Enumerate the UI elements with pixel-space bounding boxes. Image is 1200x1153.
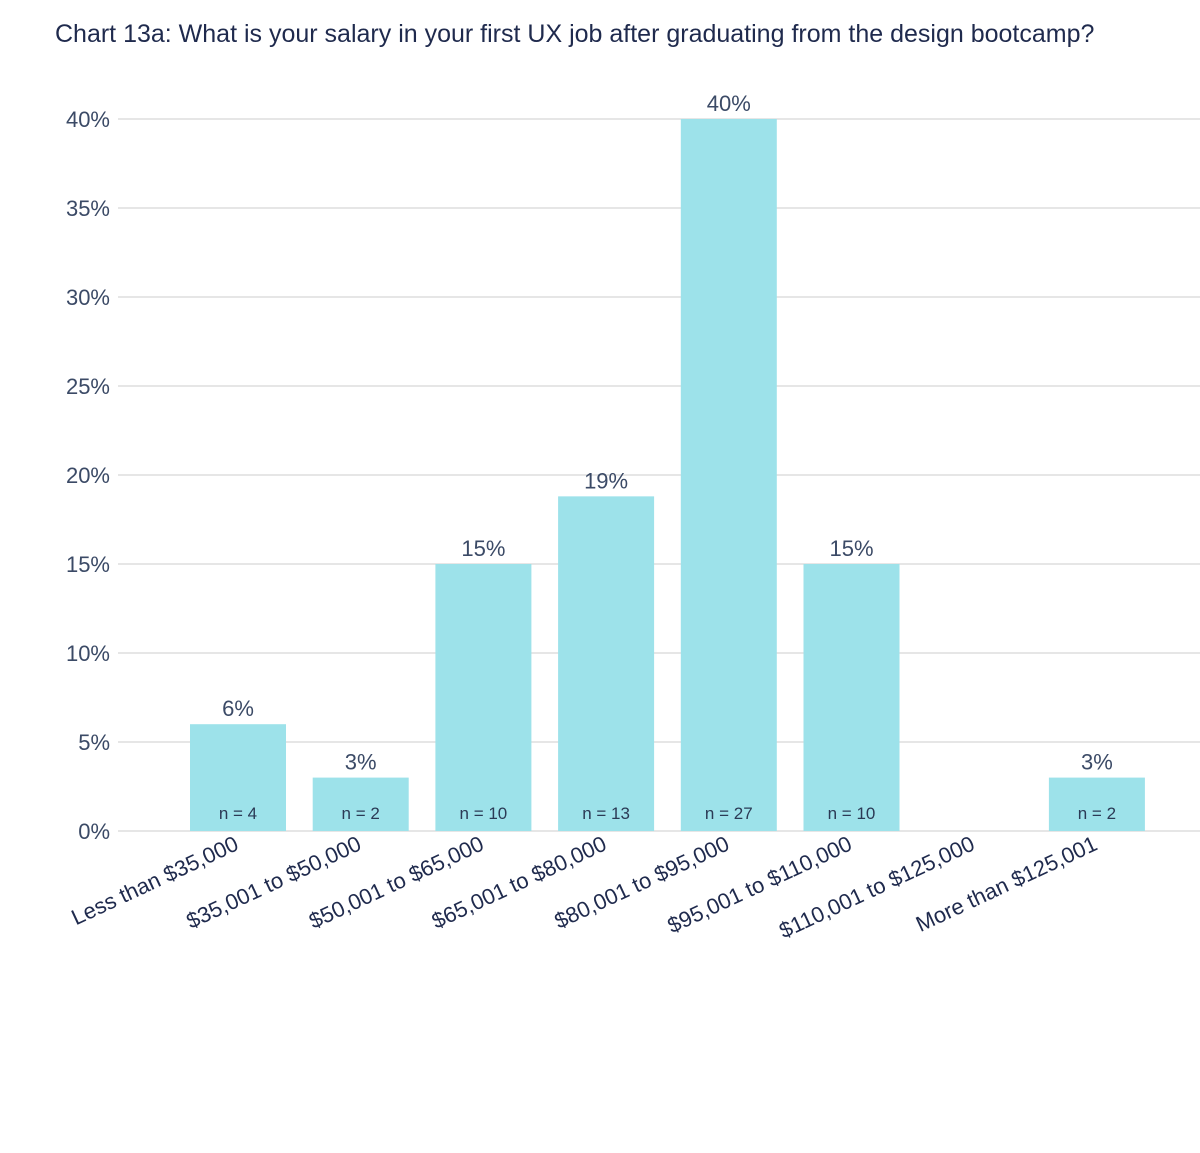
y-tick-label: 20%	[66, 463, 110, 488]
y-tick-label: 35%	[66, 196, 110, 221]
y-tick-label: 40%	[66, 107, 110, 132]
y-tick-label: 5%	[78, 730, 110, 755]
n-label: n = 27	[705, 804, 753, 823]
bar	[558, 496, 655, 831]
n-label: n = 2	[342, 804, 380, 823]
n-labels: n = 4 n = 2 n = 10 n = 13 n = 27 n = 10 n = 2	[219, 804, 1116, 823]
n-label: n = 10	[460, 804, 508, 823]
y-tick-label: 10%	[66, 641, 110, 666]
bar	[312, 777, 409, 831]
bars	[190, 119, 1145, 831]
value-label: 15%	[829, 536, 873, 561]
x-tick-label: $110,001 to $125,000	[775, 831, 978, 943]
y-tick-label: 0%	[78, 819, 110, 844]
bar	[803, 564, 900, 831]
value-label: 40%	[707, 91, 751, 116]
n-label: n = 10	[828, 804, 876, 823]
n-label: n = 2	[1078, 804, 1116, 823]
y-tick-label: 30%	[66, 285, 110, 310]
y-axis-tick-labels: 0% 5% 10% 15% 20% 25% 30% 35% 40%	[66, 107, 110, 844]
value-label: 19%	[584, 468, 628, 493]
value-label: 3%	[1081, 750, 1113, 775]
n-label: n = 13	[582, 804, 630, 823]
x-axis-category-labels: Less than $35,000$35,001 to $50,000$50,0…	[67, 831, 1101, 943]
y-tick-label: 15%	[66, 552, 110, 577]
gridlines	[118, 118, 1200, 832]
value-label: 15%	[461, 536, 505, 561]
bar	[1048, 777, 1145, 831]
n-label: n = 4	[219, 804, 257, 823]
chart-title: Chart 13a: What is your salary in your f…	[55, 20, 1095, 48]
bar	[190, 724, 286, 831]
bar	[435, 564, 532, 831]
y-tick-label: 25%	[66, 374, 110, 399]
value-label: 3%	[345, 750, 377, 775]
value-label: 6%	[222, 696, 254, 721]
bar	[680, 119, 777, 831]
value-labels: 6% 3% 15% 19% 40% 15% 3%	[222, 91, 1113, 775]
